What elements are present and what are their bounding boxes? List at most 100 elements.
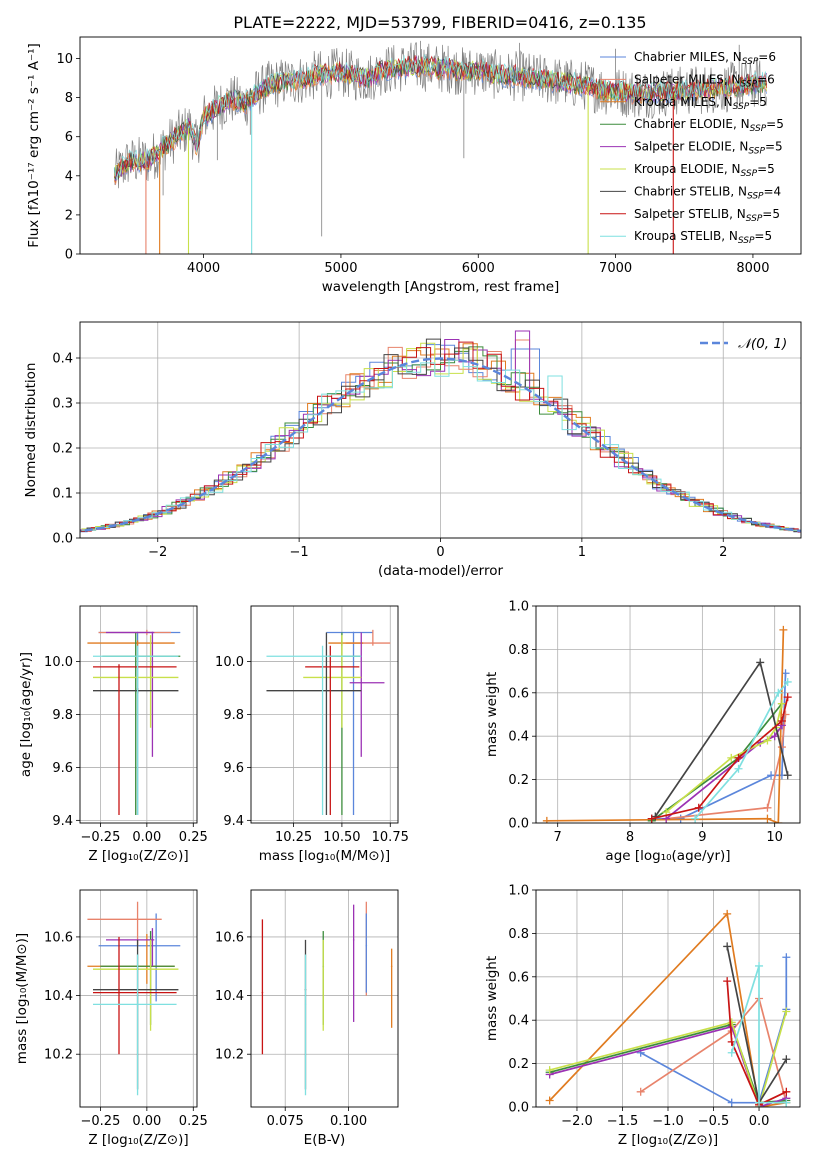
x-axis-label: age [log₁₀(age/yr)] xyxy=(605,848,730,864)
x-tick-label: −1.5 xyxy=(607,1114,639,1129)
plus-marker xyxy=(723,942,732,951)
legend-count: =5 xyxy=(765,140,783,154)
y-tick-label: 10.2 xyxy=(44,1048,73,1063)
data-point xyxy=(322,968,325,970)
data-point xyxy=(261,991,264,994)
weight-line-7 xyxy=(726,981,787,1106)
y-tick-label: 10.2 xyxy=(215,1048,244,1063)
data-point xyxy=(304,1003,307,1006)
y-tick-label: 10.4 xyxy=(44,989,73,1004)
plus-marker xyxy=(763,803,772,812)
data-point xyxy=(390,965,393,968)
data-point xyxy=(149,676,152,679)
plus-marker xyxy=(694,803,703,812)
plus-marker xyxy=(727,1018,736,1027)
plus-marker xyxy=(767,771,776,780)
x-tick-label: −2 xyxy=(148,545,167,560)
legend-label: Kroupa STELIB, N xyxy=(634,229,738,243)
legend-label: 𝒩(0, 1) xyxy=(738,336,787,352)
x-tick-label: 10.25 xyxy=(275,830,312,845)
data-point xyxy=(155,944,157,947)
legend-count: =5 xyxy=(749,95,767,109)
plot-frame xyxy=(250,889,399,1108)
legend-count: =6 xyxy=(758,50,776,64)
data-point xyxy=(136,642,139,644)
x-tick-label: −1 xyxy=(290,545,309,560)
data-point xyxy=(360,681,363,684)
plot-area xyxy=(87,629,181,816)
y-tick-label: 10.0 xyxy=(215,655,244,670)
weight-line-8 xyxy=(694,681,789,820)
y-tick-label: 1.0 xyxy=(508,884,529,899)
x-axis-label: Z [log₁₀(Z/Z⊙)] xyxy=(618,1132,718,1148)
y-tick-label: 10 xyxy=(56,52,73,67)
residuals-panel: −2 −1 0 1 2 0.0 0.1 0.2 0.3 0.4 (data-model)/error… xyxy=(23,321,802,579)
y-axis-label: Flux [fλ10⁻¹⁷ erg cm⁻² s⁻¹ A⁻¹] xyxy=(26,43,42,248)
y-tick-label: 10.0 xyxy=(44,655,73,670)
model-line-7 xyxy=(114,55,768,178)
grid xyxy=(251,890,398,1107)
plus-marker xyxy=(755,961,764,970)
x-tick-label: 7 xyxy=(554,830,562,845)
x-tick-label: 9 xyxy=(698,830,706,845)
y-tick-label: 0.8 xyxy=(508,643,529,658)
legend-entry: Salpeter ELODIE, NSSP=5 xyxy=(634,140,783,157)
plus-marker xyxy=(691,814,700,823)
plus-marker xyxy=(756,658,765,667)
x-tick-label: 0.00 xyxy=(132,830,161,845)
data-point xyxy=(118,666,120,668)
x-tick-label: −0.25 xyxy=(81,830,121,845)
figure-title: PLATE=2222, MJD=53799, FIBERID=0416, z=0… xyxy=(233,13,646,32)
plus-marker xyxy=(647,814,656,823)
plus-marker xyxy=(763,814,772,823)
y-axis-label: age [log₁₀(age/yr)] xyxy=(18,652,34,777)
plus-marker xyxy=(727,1048,736,1057)
x-tick-label: 0.25 xyxy=(179,1114,208,1129)
plus-marker xyxy=(734,764,743,773)
x-tick-label: 7000 xyxy=(599,261,632,276)
plus-marker xyxy=(774,819,783,823)
y-tick-label: 1.0 xyxy=(508,600,529,615)
y-tick-label: 0.2 xyxy=(508,1057,529,1072)
legend-subscript: SSP xyxy=(746,214,763,224)
grid xyxy=(80,890,197,1107)
data-point xyxy=(151,631,154,634)
weight-vs-age-panel: 7 8 9 10 0.0 0.2 0.4 0.6 0.8 1.0 age [log₁₀(age/yr… xyxy=(484,600,801,864)
x-tick-label: −0.5 xyxy=(698,1114,730,1129)
y-tick-label: 0.2 xyxy=(52,442,73,457)
plus-marker xyxy=(755,1098,764,1107)
y-tick-label: 9.4 xyxy=(223,814,244,829)
x-tick-label: 8000 xyxy=(736,261,769,276)
histogram-6 xyxy=(80,338,801,533)
y-tick-label: 0.0 xyxy=(508,1101,529,1116)
legend-label: Kroupa MILES, N xyxy=(634,95,733,109)
plot-frame xyxy=(79,605,198,824)
data-point xyxy=(365,944,368,947)
legend-entry: Salpeter MILES, NSSP=6 xyxy=(634,72,775,89)
x-tick-label: 0.25 xyxy=(179,830,208,845)
legend-count: =5 xyxy=(754,229,772,243)
plus-marker xyxy=(723,909,732,918)
x-tick-label: 6000 xyxy=(462,261,495,276)
grid xyxy=(536,605,800,824)
x-axis-label: Z [log₁₀(Z/Z⊙)] xyxy=(88,848,188,864)
y-axis-label: mass weight xyxy=(484,956,500,1041)
y-tick-label: 4 xyxy=(65,169,73,184)
plus-marker xyxy=(545,1066,554,1075)
data-point xyxy=(151,939,154,941)
data-point xyxy=(352,631,355,634)
weight-line-5 xyxy=(549,1011,788,1107)
x-tick-label: 4000 xyxy=(187,261,220,276)
data-point xyxy=(329,666,332,668)
x-tick-label: −1.0 xyxy=(652,1114,684,1129)
x-tick-label: 1 xyxy=(578,545,586,560)
weight-line-0 xyxy=(651,673,787,820)
age-vs-mass-panel: 10.25 10.50 10.75 9.4 9.6 9.8 10.0 mass [log₁₀(… xyxy=(215,605,409,864)
plus-marker xyxy=(782,1087,791,1096)
x-tick-label: 0 xyxy=(436,545,444,560)
y-tick-label: 0.0 xyxy=(52,532,73,547)
legend-label: Chabrier MILES, N xyxy=(634,50,742,64)
y-tick-label: 8 xyxy=(65,91,73,106)
model-line-5 xyxy=(113,57,768,180)
y-tick-label: 0.4 xyxy=(508,1014,529,1029)
